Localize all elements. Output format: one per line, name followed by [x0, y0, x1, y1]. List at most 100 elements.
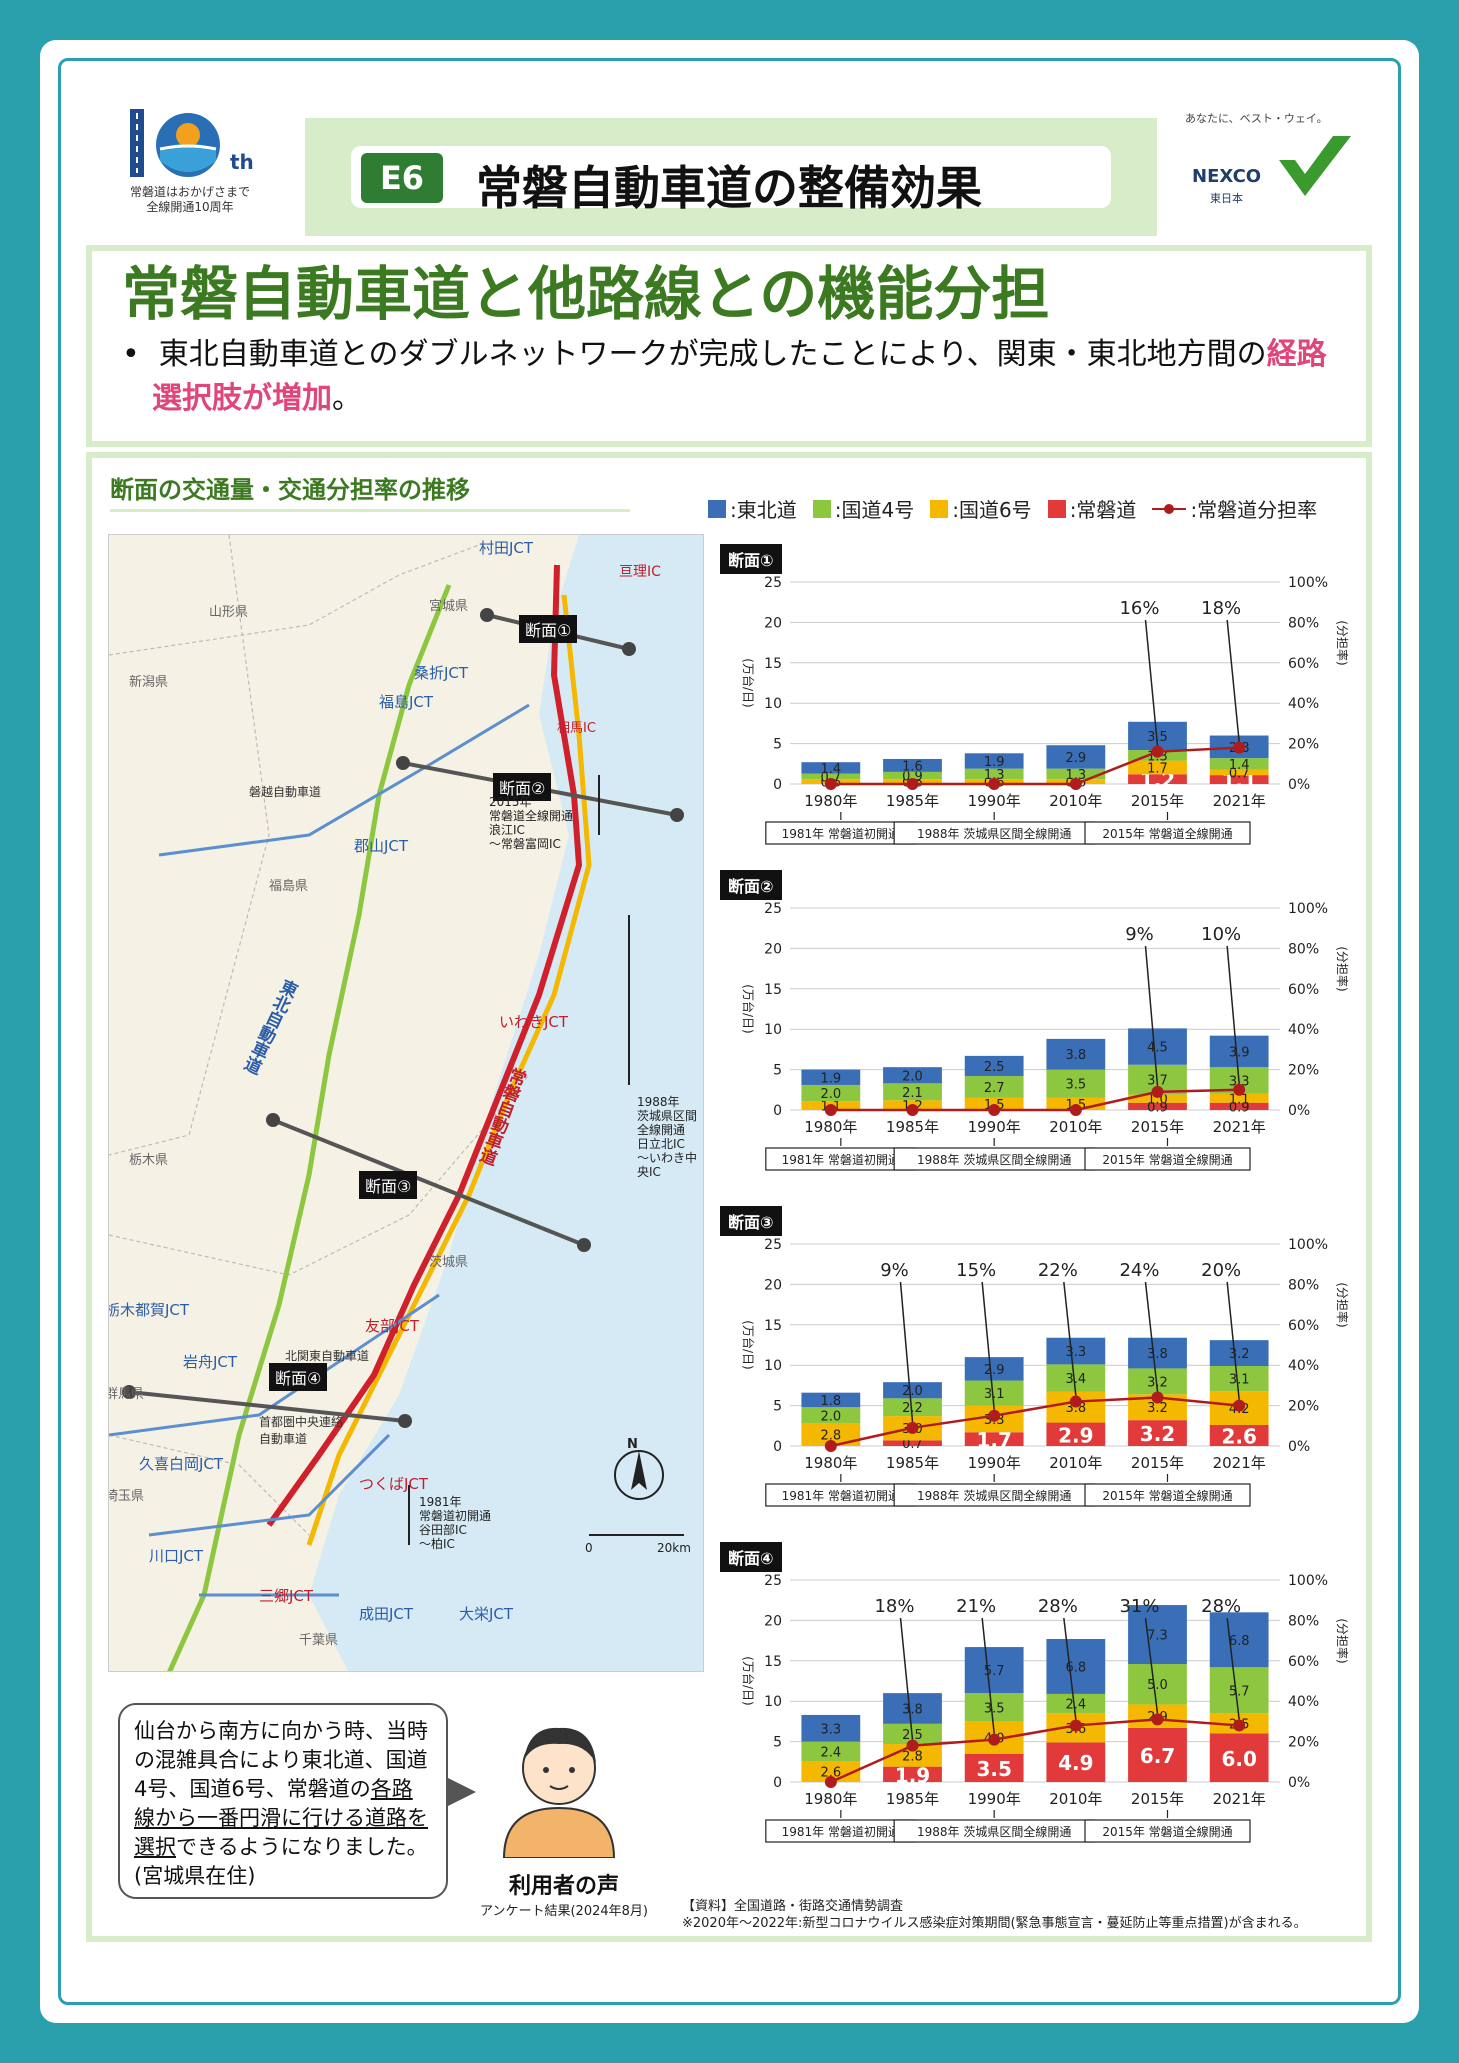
y-tick-label: 20	[764, 615, 782, 631]
bar-value-label: 2.1	[902, 1086, 923, 1101]
title-bar: E6 常磐自動車道の整備効果	[305, 118, 1157, 236]
y2-tick-label: 80%	[1288, 941, 1319, 957]
bar-segment	[883, 1398, 942, 1417]
legend-label: :常磐道分担率	[1190, 498, 1318, 522]
map-label-gunma: 群馬県	[108, 1387, 145, 1402]
milestone-box	[1084, 1147, 1251, 1171]
logo-subtitle: 常磐道はおかげさまで 全線開通10周年	[110, 185, 270, 215]
share-leader-line	[1226, 945, 1240, 1084]
bar-value-label: 2.0	[902, 1384, 923, 1399]
y2-tick-label: 80%	[1288, 1613, 1319, 1629]
milestone-label: 2015年 常磐道全線開通	[1102, 1824, 1232, 1839]
bar-value-label: 3.8	[1065, 1401, 1086, 1416]
x-tick-label: 1990年	[968, 792, 1021, 810]
bar-segment	[883, 1693, 942, 1724]
legend-label: :東北道	[730, 498, 797, 522]
y2-tick-label: 60%	[1288, 1654, 1319, 1670]
milestone-label: 2015年 常磐道全線開通	[1102, 1152, 1232, 1167]
chart-legend: :東北道 :国道4号 :国道6号 :常磐道 :常磐道分担率	[708, 494, 1317, 523]
bar-segment	[801, 1423, 861, 1446]
legend-swatch	[708, 499, 726, 518]
user-label: 利用者の声	[508, 1874, 619, 1899]
map-label-watari: 亘理IC	[619, 564, 661, 580]
bar-segment	[964, 1432, 1024, 1446]
bar-value-label: 0.7	[902, 1437, 923, 1452]
x-tick-label: 1985年	[886, 792, 939, 810]
share-point	[988, 1409, 1001, 1422]
bar-value-label: 3.2	[1229, 1347, 1250, 1362]
bar-segment	[964, 1380, 1024, 1406]
bar-value-label: 1.4	[820, 762, 841, 777]
bar-segment	[1046, 745, 1106, 769]
y-tick-label: 0	[773, 1103, 782, 1119]
bar-value-label: 3.2	[1140, 1422, 1175, 1446]
share-point	[988, 1104, 1001, 1116]
title-inner: E6 常磐自動車道の整備効果	[351, 146, 1111, 215]
y2-axis-label: (分担率)	[1335, 1618, 1350, 1663]
bullet-end: 。	[332, 381, 362, 416]
share-leader-line	[1144, 1281, 1159, 1392]
share-label: 18%	[1201, 598, 1241, 619]
x-tick-label: 2010年	[1049, 792, 1102, 810]
y2-tick-label: 20%	[1288, 1063, 1319, 1079]
bar-segment	[1128, 1028, 1187, 1065]
legend-label: :国道6号	[952, 498, 1032, 522]
bar-segment	[801, 1741, 861, 1761]
share-line	[830, 746, 1240, 786]
share-label: 24%	[1119, 1260, 1159, 1281]
map-label-koriyama: 郡山JCT	[354, 837, 409, 855]
y-tick-label: 5	[773, 1399, 782, 1415]
bar-value-label: 6.0	[1221, 1747, 1256, 1771]
y2-tick-label: 100%	[1288, 1237, 1328, 1253]
bar-value-label: 5.7	[984, 1664, 1005, 1679]
section3-line	[272, 1118, 585, 1247]
bar-segment	[1128, 1727, 1187, 1782]
legend-line-marker	[1152, 503, 1187, 514]
bar-value-label: 2.0	[820, 1409, 841, 1424]
scale-0: 0	[585, 1541, 593, 1555]
share-point	[1151, 1713, 1164, 1726]
chart-panel-3: 0 5 10 15 20 25 0% 20% 40% 60% 80% 100% (万台/日) (分担率) 2…	[720, 1206, 1360, 1526]
bar-segment	[1209, 1612, 1269, 1668]
bar-segment	[964, 1647, 1024, 1694]
source-line-1: 【資料】全国道路・街路交通情勢調査	[682, 1899, 904, 1914]
share-point	[1069, 1719, 1082, 1732]
bar-value-label: 3.3	[1065, 1345, 1086, 1360]
share-point	[906, 1739, 919, 1752]
note-1981: 1981年 常磐道初開通 谷田部IC ～柏IC	[419, 1495, 492, 1551]
chart-panel-1: 0 5 10 15 20 25 0% 20% 40% 60% 80% 100% (万台/日) (分担率) 0…	[720, 544, 1360, 864]
x-tick-label: 2010年	[1049, 1118, 1102, 1136]
share-point	[1069, 1395, 1082, 1408]
bar-value-label: 0.9	[1229, 1100, 1250, 1115]
map-label-soma: 相馬IC	[557, 721, 596, 736]
map-label-chiba: 千葉県	[299, 1633, 339, 1648]
share-leader-line	[1063, 1617, 1077, 1720]
map-label-miyagi: 宮城県	[429, 599, 469, 614]
map-label-tsukuba: つくばJCT	[359, 1475, 429, 1493]
share-label: 10%	[1201, 924, 1241, 945]
share-point	[1151, 1391, 1164, 1404]
bar-segment	[801, 762, 861, 774]
y-axis-label: (万台/日)	[741, 658, 756, 707]
legend-item-route6: :国道6号	[930, 494, 1032, 523]
logo-th: th	[230, 150, 254, 174]
share-point	[988, 778, 1001, 790]
share-label: 15%	[956, 1260, 996, 1281]
bar-segment	[883, 1382, 942, 1399]
page-title: 常磐自動車道の整備効果	[476, 161, 982, 215]
bar-segment	[1209, 775, 1269, 784]
bar-segment	[1209, 1035, 1269, 1068]
y2-axis-label: (分担率)	[1335, 946, 1350, 991]
bar-segment	[1128, 774, 1187, 784]
y-tick-label: 25	[764, 901, 782, 917]
map-label-kuwaori: 桑折JCT	[414, 664, 469, 682]
bar-value-label: 3.5	[984, 1701, 1005, 1716]
bar-value-label: 3.1	[1229, 1373, 1250, 1388]
x-tick-label: 2010年	[1049, 1790, 1102, 1808]
bar-segment	[1209, 1366, 1269, 1392]
bar-value-label: 3.8	[1147, 1347, 1168, 1362]
x-tick-label: 2021年	[1213, 1454, 1266, 1472]
share-label: 18%	[874, 1596, 914, 1617]
bar-segment	[964, 753, 1024, 769]
legend-swatch	[812, 499, 831, 518]
